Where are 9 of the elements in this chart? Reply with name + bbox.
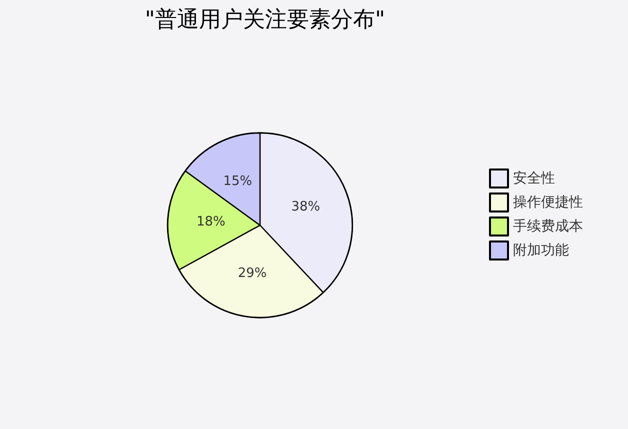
data-label: 29% (238, 266, 267, 282)
data-label: 18% (196, 214, 226, 230)
legend-label: 附加功能 (513, 242, 569, 258)
legend-label: 操作便捷性 (513, 194, 583, 210)
chart-title: "普通用户关注要素分布" (144, 8, 386, 32)
legend-label: 安全性 (513, 170, 555, 186)
legend-label: 手续费成本 (513, 218, 583, 234)
data-label: 15% (223, 174, 252, 189)
data-label: 38% (291, 200, 320, 215)
